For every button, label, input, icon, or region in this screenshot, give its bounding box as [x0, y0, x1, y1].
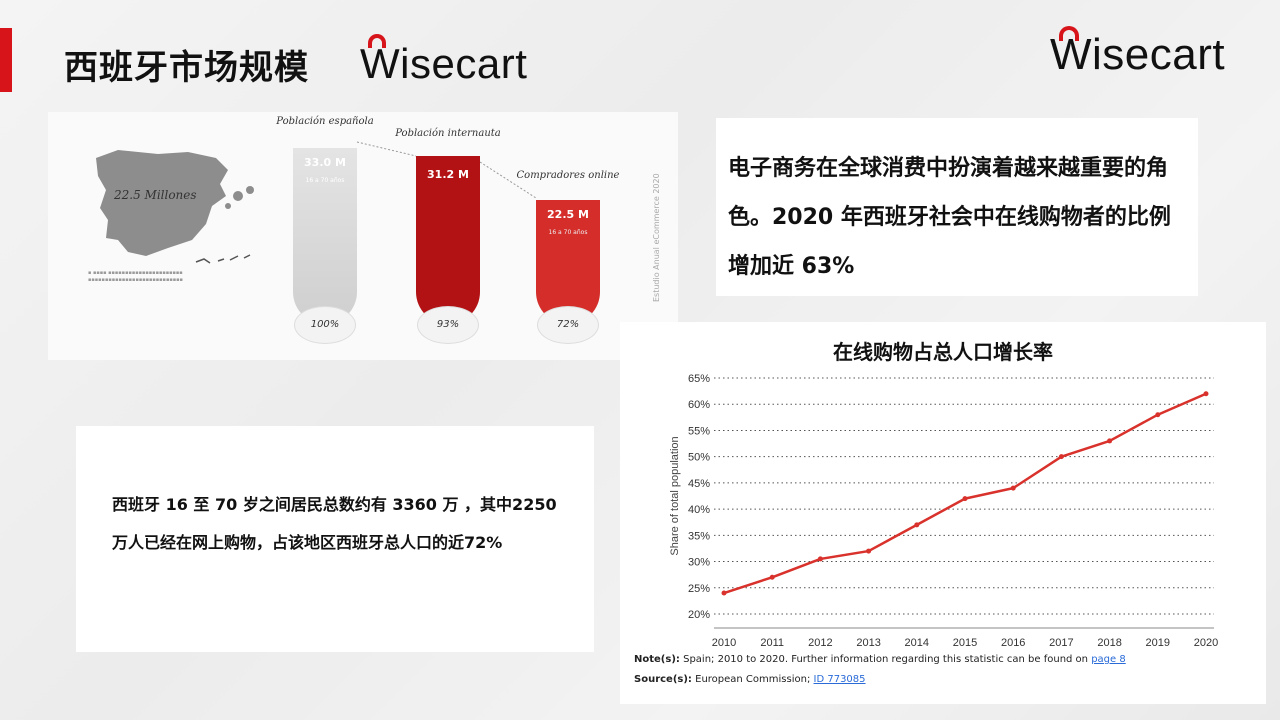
data-point	[769, 574, 775, 580]
note-card-left: 西班牙 16 至 70 岁之间居民总数约有 3360 万 ，其中2250 万人已…	[76, 426, 594, 652]
accent-bar	[0, 28, 12, 92]
spain-infographic: 22.5 Millones ▪ ▪▪▪▪ ▪▪▪▪▪▪▪▪▪▪▪▪▪▪▪▪▪▪▪…	[48, 112, 678, 360]
data-point	[914, 522, 920, 528]
spain-map-icon	[96, 150, 254, 264]
column-value: 31.2 M	[427, 168, 469, 181]
column-heading: Compradores online	[516, 170, 620, 181]
column-sub: 16 a 70 años	[548, 229, 588, 236]
data-point	[1203, 391, 1209, 397]
data-point	[1010, 485, 1016, 491]
series-line	[723, 392, 1207, 595]
y-tick-label: 35%	[688, 530, 710, 542]
x-tick-label: 2018	[1097, 637, 1121, 649]
map-footnote-decoration: ▪ ▪▪▪▪ ▪▪▪▪▪▪▪▪▪▪▪▪▪▪▪▪▪▪▪▪▪▪ ▪▪▪▪▪▪▪▪▪▪▪…	[88, 270, 183, 283]
x-tick-label: 2015	[953, 637, 977, 649]
column-bar-internet	[416, 156, 480, 324]
x-tick-label: 2016	[1001, 637, 1025, 649]
column-bar-buyers	[536, 200, 600, 324]
line-chart: 20% 25% 30% 35% 40% 45% 50% 55% 60% 65% 2010 2011 20…	[669, 373, 1218, 649]
data-point	[1155, 412, 1161, 418]
data-point	[962, 496, 968, 502]
logo-arc-icon	[1059, 26, 1079, 41]
chart-note: Note(s): Spain; 2010 to 2020. Further in…	[634, 654, 1126, 665]
y-tick-label: 55%	[688, 425, 710, 437]
column-heading: Población española	[276, 116, 374, 127]
column-bar-population	[293, 148, 357, 324]
vertical-source: Estudio Anual eCommerce 2020	[652, 173, 661, 302]
y-axis-label: Share of total population	[669, 436, 681, 555]
wisecart-logo-inline: Wisecart	[360, 34, 527, 88]
chart-title: 在线购物占总人口增长率	[833, 340, 1053, 364]
x-tick-label: 2011	[760, 637, 784, 649]
column-value: 33.0 M	[304, 156, 346, 169]
y-tick-label: 50%	[688, 452, 710, 464]
column-percent: 93%	[417, 306, 479, 344]
y-tick-label: 45%	[688, 478, 710, 490]
column-heading: Población internauta	[395, 128, 501, 139]
source-link[interactable]: ID 773085	[813, 674, 866, 685]
chart-source: Source(s): European Commission; ID 77308…	[634, 674, 866, 685]
y-tick-label: 25%	[688, 583, 710, 595]
wisecart-logo-corner: Wisecart	[1050, 26, 1225, 80]
slide-title: 西班牙市场规模	[64, 48, 309, 88]
map-label: 22.5 Millones	[114, 188, 197, 202]
y-tick-label: 60%	[688, 399, 710, 411]
data-point	[1058, 454, 1064, 460]
note-card-top: 电子商务在全球消费中扮演着越来越重要的角色。2020 年西班牙社会中在线购物者的…	[716, 118, 1198, 296]
y-tick-label: 40%	[688, 504, 710, 516]
column-value: 22.5 M	[547, 208, 589, 221]
x-tick-label: 2012	[808, 637, 832, 649]
logo-arc-icon	[368, 34, 386, 48]
x-tick-label: 2013	[856, 637, 880, 649]
x-tick-label: 2019	[1146, 637, 1170, 649]
y-tick-label: 65%	[688, 373, 710, 385]
data-point	[721, 590, 727, 596]
chart-card: 在线购物占总人口增长率 20% 25% 30% 35% 40% 45% 50% 55% 60% 6…	[620, 322, 1266, 704]
note-top-text: 电子商务在全球消费中扮演着越来越重要的角色。2020 年西班牙社会中在线购物者的…	[728, 156, 1171, 279]
data-point	[1107, 438, 1113, 444]
x-tick-label: 2020	[1194, 637, 1218, 649]
x-tick-label: 2010	[712, 637, 736, 649]
column-sub: 16 a 70 años	[305, 177, 345, 184]
data-point	[866, 548, 872, 554]
y-tick-label: 30%	[688, 557, 710, 569]
note-link[interactable]: page 8	[1091, 654, 1126, 665]
dashed-connectors	[356, 141, 537, 199]
note-left-text: 西班牙 16 至 70 岁之间居民总数约有 3360 万 ，其中2250 万人已…	[112, 495, 557, 552]
column-percent: 100%	[294, 306, 356, 344]
data-point	[817, 556, 823, 562]
y-tick-label: 20%	[688, 609, 710, 621]
x-tick-label: 2014	[905, 637, 929, 649]
x-tick-label: 2017	[1049, 637, 1073, 649]
column-percent: 72%	[537, 306, 599, 344]
